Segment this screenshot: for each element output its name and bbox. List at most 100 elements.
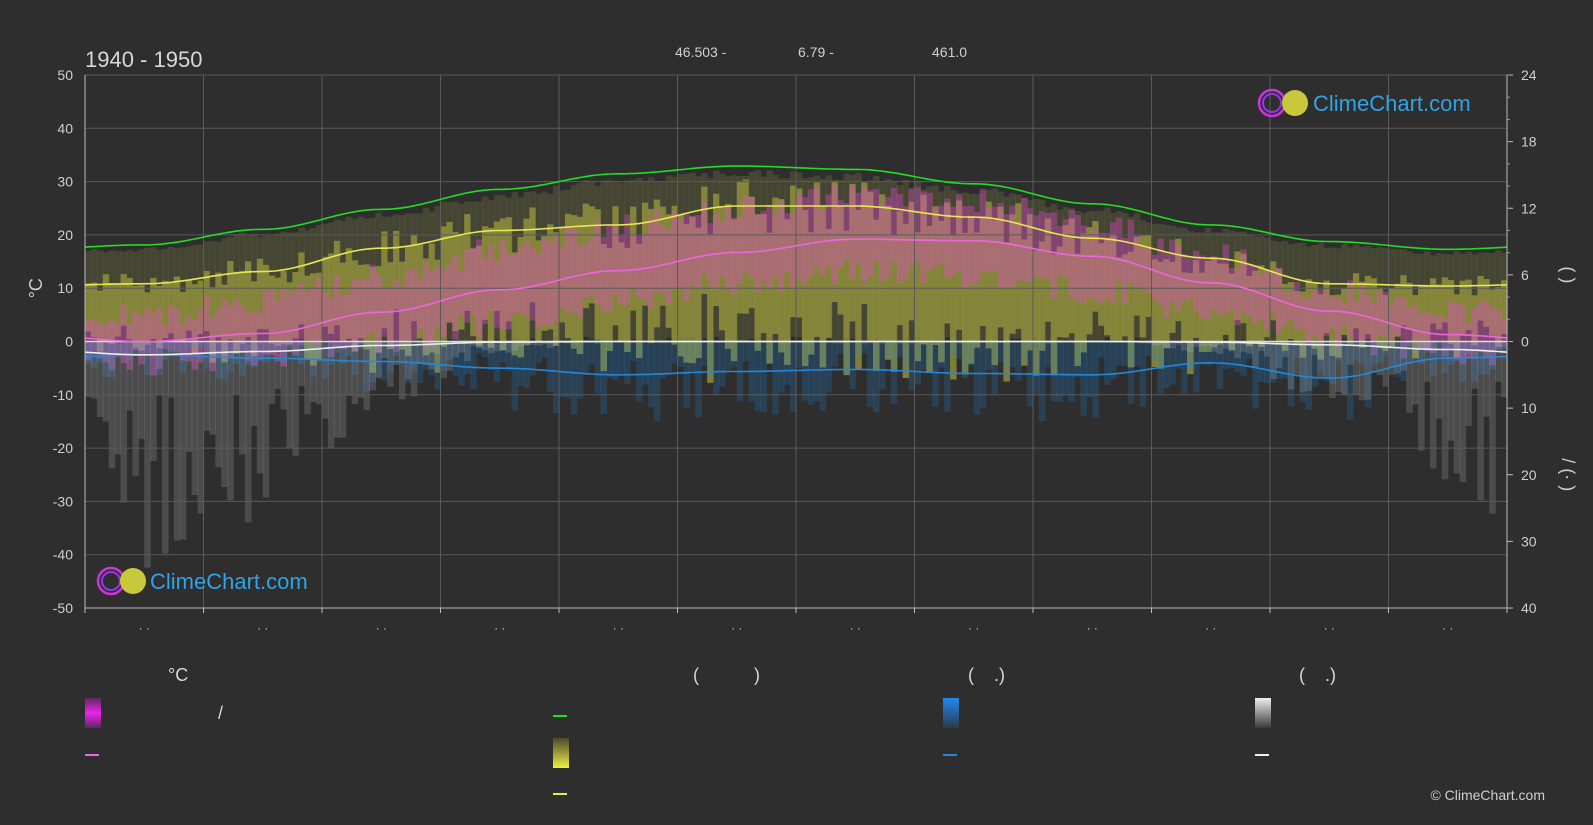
sunshine-bar — [262, 264, 270, 330]
sunshine-bar — [1293, 291, 1301, 345]
snow-bar — [233, 341, 240, 395]
sunshine-bar — [1246, 275, 1253, 347]
rain-bar — [1098, 341, 1105, 358]
snow-bar — [221, 341, 228, 488]
sunshine-bar — [1483, 279, 1490, 327]
temp-range-bar — [215, 308, 222, 359]
sunshine-bar — [754, 214, 762, 351]
sunshine-bar — [316, 272, 323, 361]
temp-range-bar — [452, 255, 459, 340]
rain-bar — [298, 341, 305, 365]
sunshine-bar — [950, 234, 957, 380]
snow-bar — [1234, 341, 1241, 358]
snow-bar — [458, 341, 465, 353]
sunshine-bar — [399, 261, 406, 350]
logo-sun-icon — [1282, 90, 1308, 116]
rain-bar — [209, 341, 216, 354]
avg-temp-line — [84, 238, 1508, 343]
snow-bar — [1471, 341, 1478, 389]
rain-bar — [1275, 341, 1283, 380]
temp-range-bar — [1264, 271, 1271, 330]
rain-bar — [1471, 341, 1478, 382]
sunshine-bar — [843, 230, 850, 376]
temp-range-bar — [1323, 292, 1330, 337]
sunshine-bar — [239, 270, 246, 345]
temp-range-bar — [1080, 225, 1087, 304]
snow-bar — [1394, 341, 1401, 374]
daily-bars-layer — [85, 170, 1508, 568]
sunshine-bar — [1021, 239, 1028, 366]
rain-bar — [387, 341, 394, 372]
snow-bar — [505, 341, 513, 353]
rain-bar — [1258, 341, 1265, 382]
sunshine-bar — [707, 234, 714, 383]
sunshine-bar — [1323, 280, 1330, 334]
temp-range-bar — [1110, 222, 1117, 303]
temp-range-bar — [825, 194, 833, 267]
month-tick-label: · · — [1442, 621, 1453, 635]
temp-range-bar — [736, 216, 744, 284]
rain-bar — [600, 341, 607, 415]
rain-bar — [1441, 341, 1449, 374]
snow-bar — [434, 341, 442, 355]
sunshine-bar — [393, 230, 400, 310]
sunshine-bar — [511, 252, 519, 356]
temp-range-bar — [665, 228, 673, 304]
rain-bar — [535, 341, 542, 364]
rain-bar — [250, 341, 258, 368]
snow-bar — [1323, 341, 1330, 377]
sunshine-bar — [310, 273, 317, 366]
snow-bar — [511, 341, 519, 351]
temp-range-bar — [677, 219, 685, 290]
temp-range-bar — [1311, 291, 1318, 337]
sunshine-bar — [191, 284, 199, 354]
y-left-tick-label: -30 — [53, 493, 73, 509]
temp-range-bar — [997, 202, 1004, 289]
rain-bar — [458, 341, 465, 386]
rain-bar — [1246, 341, 1253, 359]
sunshine-bar — [1175, 238, 1182, 322]
rain-bar — [547, 341, 554, 392]
sunshine-bar — [665, 214, 673, 328]
sunshine-bar — [1050, 254, 1058, 376]
temp-range-bar — [493, 260, 501, 328]
y-left-tick-label: -20 — [53, 440, 73, 456]
rain-bar — [671, 341, 679, 364]
temp-range-bar — [1441, 318, 1449, 357]
temp-range-bar — [505, 253, 513, 330]
sunshine-bar — [173, 276, 181, 342]
sunshine-bar — [908, 201, 916, 321]
rain-bar — [1234, 341, 1241, 373]
sunshine-bar — [1228, 273, 1236, 350]
sunshine-bar — [849, 183, 856, 322]
temp-range-bar — [890, 187, 898, 263]
temp-range-bar — [944, 198, 951, 279]
sunshine-bar — [108, 282, 116, 345]
sunshine-bar — [126, 277, 133, 340]
snow-bar — [90, 341, 98, 399]
rain-bar — [837, 341, 844, 355]
snow-bar — [262, 341, 270, 498]
y-right-bottom-tick-label: 20 — [1521, 467, 1537, 483]
temp-range-bar — [333, 275, 341, 349]
month-tick-label: · · — [376, 621, 387, 635]
temp-range-bar — [1009, 205, 1016, 289]
sunshine-bar — [689, 216, 696, 364]
rain-bar — [1293, 341, 1301, 358]
y-left-tick-label: 0 — [65, 334, 73, 350]
temp-range-bar — [659, 225, 667, 294]
temp-range-bar — [1222, 244, 1230, 314]
sunshine-bar — [683, 223, 690, 363]
rain-bar — [487, 341, 495, 370]
rain-bar — [1264, 341, 1271, 384]
sunshine-bar — [440, 226, 448, 347]
temp-range-bar — [191, 319, 199, 370]
daylight-bar — [1299, 242, 1307, 340]
rain-bar — [1459, 341, 1467, 382]
snow-bar — [304, 341, 311, 415]
sunshine-bar — [233, 271, 240, 354]
temp-range-bar — [1133, 234, 1141, 290]
rain-bar — [896, 341, 904, 358]
temp-range-bar — [683, 214, 690, 301]
sunshine-bar — [351, 260, 359, 352]
